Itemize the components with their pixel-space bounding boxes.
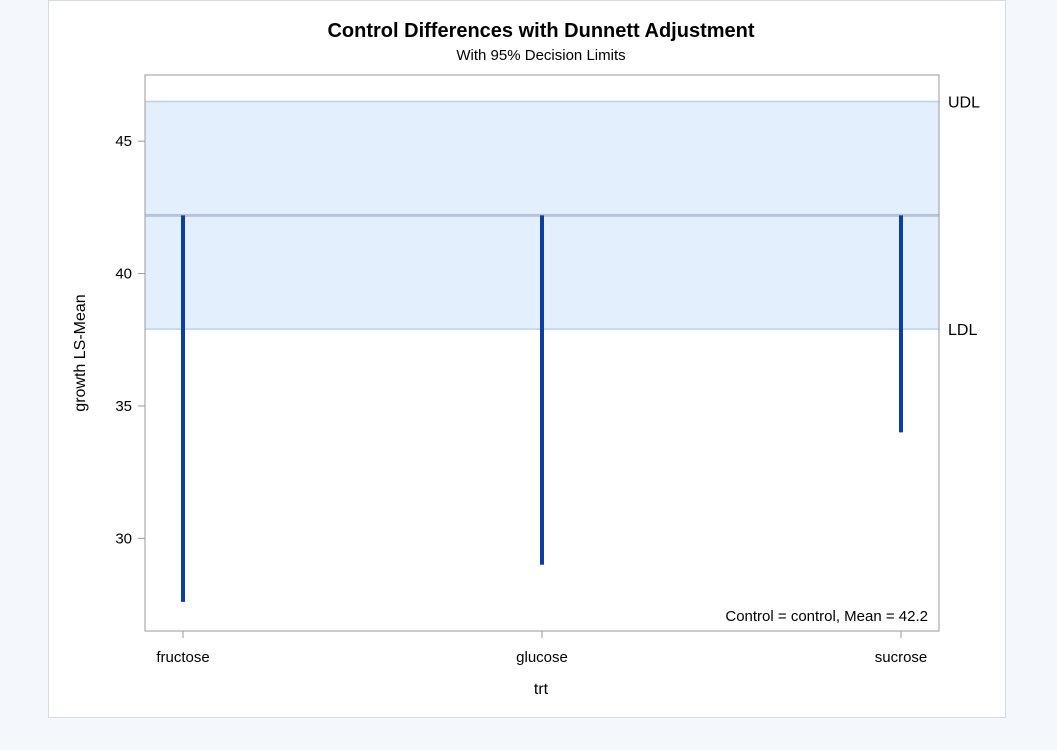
- bar-layer: [181, 215, 903, 602]
- x-tick-label: fructose: [156, 649, 209, 666]
- y-tick-label: 30: [115, 530, 132, 547]
- x-tick-label: sucrose: [875, 649, 928, 666]
- y-tick-label: 35: [115, 398, 132, 415]
- control-annotation: Control = control, Mean = 42.2: [725, 608, 928, 625]
- ldl-label: LDL: [948, 322, 977, 339]
- y-tick-label: 45: [115, 133, 132, 150]
- y-axis-ticks: 30 35 40 45: [115, 133, 145, 547]
- chart-subtitle: With 95% Decision Limits: [456, 47, 625, 64]
- x-axis-label: trt: [534, 681, 549, 698]
- y-axis-label: growth LS-Mean: [72, 294, 89, 411]
- x-tick-label: glucose: [516, 649, 568, 666]
- udl-label: UDL: [948, 94, 980, 111]
- chart-title: Control Differences with Dunnett Adjustm…: [327, 20, 754, 42]
- y-tick-label: 40: [115, 266, 132, 283]
- x-axis-ticks: fructose glucose sucrose: [156, 631, 927, 666]
